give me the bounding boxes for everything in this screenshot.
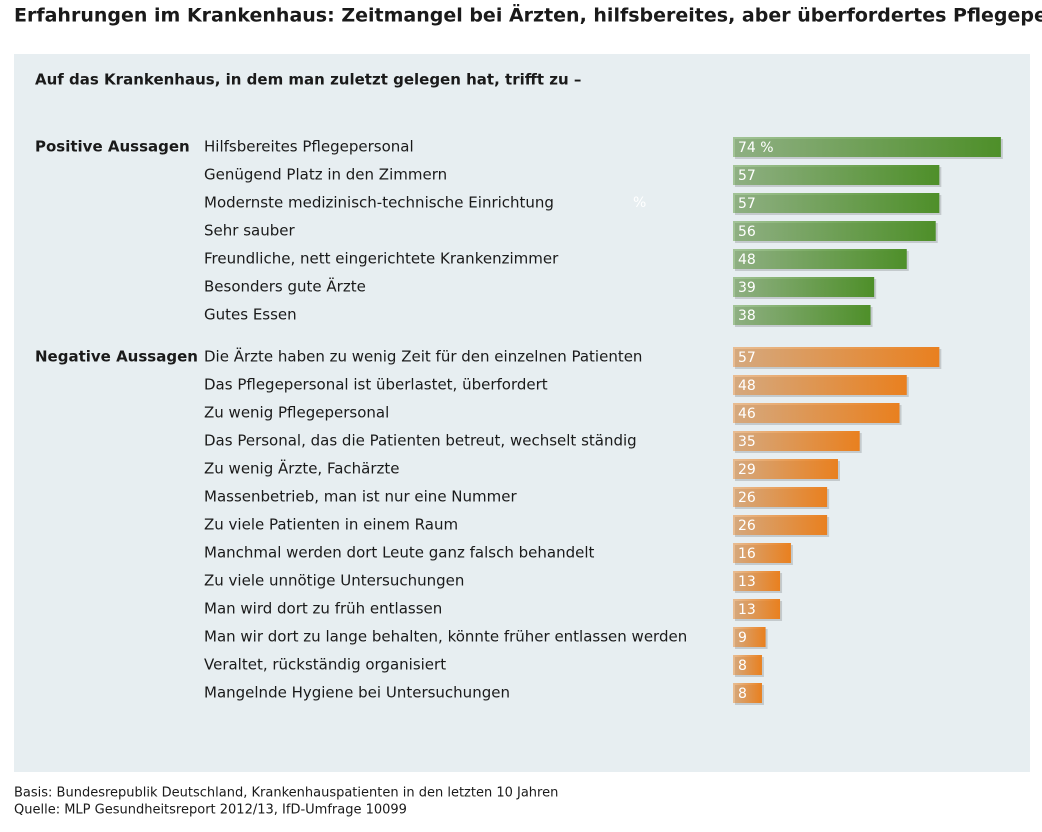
value-label: 13 (738, 574, 756, 590)
bar (733, 305, 871, 325)
value-label: 74 % (738, 140, 774, 156)
group-label: Negative Aussagen (35, 348, 198, 366)
value-label: 9 (738, 630, 747, 646)
value-label: 48 (738, 252, 756, 268)
bar (733, 249, 907, 269)
category-label: Massenbetrieb, man ist nur eine Nummer (204, 488, 517, 506)
bar (733, 193, 940, 213)
category-label: Das Personal, das die Patienten betreut,… (204, 432, 637, 450)
chart-title: Erfahrungen im Krankenhaus: Zeitmangel b… (14, 3, 1042, 27)
value-label: 26 (738, 490, 756, 506)
value-label: 46 (738, 406, 756, 422)
category-label: Sehr sauber (204, 222, 295, 240)
group-label: Positive Aussagen (35, 138, 190, 156)
value-label: 35 (738, 434, 756, 450)
value-label: 29 (738, 462, 756, 478)
category-label: Man wir dort zu lange behalten, könnte f… (204, 628, 687, 646)
annotation: % (633, 195, 646, 211)
bar (733, 221, 936, 241)
category-label: Hilfsbereites Pflegepersonal (204, 138, 414, 156)
category-label: Zu viele unnötige Untersuchungen (204, 572, 464, 590)
bar (733, 277, 875, 297)
category-label: Freundliche, nett eingerichtete Krankenz… (204, 250, 559, 268)
value-label: 16 (738, 546, 756, 562)
value-label: 8 (738, 686, 747, 702)
bar (733, 599, 781, 619)
value-label: 57 (738, 196, 756, 212)
value-label: 38 (738, 308, 756, 324)
category-label: Zu viele Patienten in einem Raum (204, 516, 458, 534)
bar (733, 515, 828, 535)
bar (733, 627, 766, 647)
category-label: Modernste medizinisch-technische Einrich… (204, 194, 554, 212)
category-label: Mangelnde Hygiene bei Untersuchungen (204, 684, 510, 702)
bar (733, 375, 907, 395)
category-label: Man wird dort zu früh entlassen (204, 600, 442, 618)
value-label: 26 (738, 518, 756, 534)
value-label: 56 (738, 224, 756, 240)
category-label: Das Pflegepersonal ist überlastet, überf… (204, 376, 548, 394)
category-label: Besonders gute Ärzte (204, 277, 366, 296)
footnote: Quelle: MLP Gesundheitsreport 2012/13, I… (14, 803, 407, 818)
value-label: 8 (738, 658, 747, 674)
bar (733, 655, 762, 675)
value-label: 48 (738, 378, 756, 394)
bar (733, 165, 940, 185)
bar (733, 543, 791, 563)
bar (733, 487, 828, 507)
bar (733, 137, 1001, 157)
category-label: Veraltet, rückständig organisiert (204, 656, 446, 674)
bar (733, 431, 860, 451)
bar (733, 403, 900, 423)
bar (733, 459, 838, 479)
category-label: Gutes Essen (204, 306, 297, 324)
category-label: Die Ärzte haben zu wenig Zeit für den ei… (204, 347, 642, 366)
subtitle: Auf das Krankenhaus, in dem man zuletzt … (35, 71, 581, 89)
value-label: 57 (738, 350, 756, 366)
value-label: 13 (738, 602, 756, 618)
category-label: Zu wenig Ärzte, Fachärzte (204, 459, 400, 478)
bar (733, 571, 781, 591)
category-label: Zu wenig Pflegepersonal (204, 404, 389, 422)
footnote: Basis: Bundesrepublik Deutschland, Krank… (14, 786, 558, 801)
value-label: 57 (738, 168, 756, 184)
bar (733, 683, 762, 703)
category-label: Manchmal werden dort Leute ganz falsch b… (204, 544, 594, 562)
category-label: Genügend Platz in den Zimmern (204, 166, 447, 184)
value-label: 39 (738, 280, 756, 296)
bar (733, 347, 940, 367)
